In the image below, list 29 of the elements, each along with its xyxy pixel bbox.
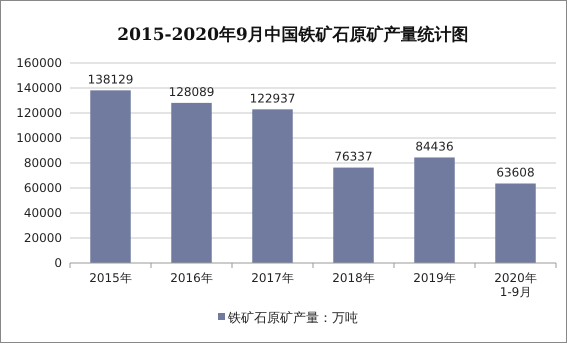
y-tick-label: 80000 <box>24 156 62 170</box>
data-label: 84436 <box>415 139 454 154</box>
data-label: 138129 <box>88 72 134 86</box>
chart-title: 2015-2020年9月中国铁矿石原矿产量统计图 <box>117 25 469 45</box>
y-tick-label: 0 <box>54 256 62 270</box>
data-label: 128089 <box>168 84 214 99</box>
x-tick-label: 2018年 <box>332 271 375 285</box>
y-tick-label: 140000 <box>16 81 62 96</box>
y-tick-label: 40000 <box>24 206 62 220</box>
y-tick-label: 20000 <box>24 231 62 246</box>
y-tick-label: 100000 <box>16 131 62 146</box>
y-tick-label: 120000 <box>16 106 62 120</box>
legend-label: 铁矿石原矿产量：万吨 <box>227 311 358 326</box>
bar <box>252 109 293 263</box>
data-label: 122937 <box>250 91 296 106</box>
bar <box>495 183 536 263</box>
x-tick-label: 2016年 <box>170 271 213 285</box>
bar <box>333 168 374 263</box>
y-tick-label: 160000 <box>16 56 62 70</box>
data-label: 76337 <box>334 150 373 164</box>
x-tick-label: 2017年 <box>251 271 294 285</box>
data-label: 63608 <box>496 165 535 180</box>
bar <box>171 102 212 263</box>
x-tick-label: 2019年 <box>413 271 456 285</box>
x-tick-label: 2020年1-9月 <box>494 271 537 299</box>
bar <box>414 157 455 263</box>
y-tick-label: 60000 <box>24 181 62 196</box>
x-tick-label: 2015年 <box>89 271 132 285</box>
bar <box>90 90 131 263</box>
